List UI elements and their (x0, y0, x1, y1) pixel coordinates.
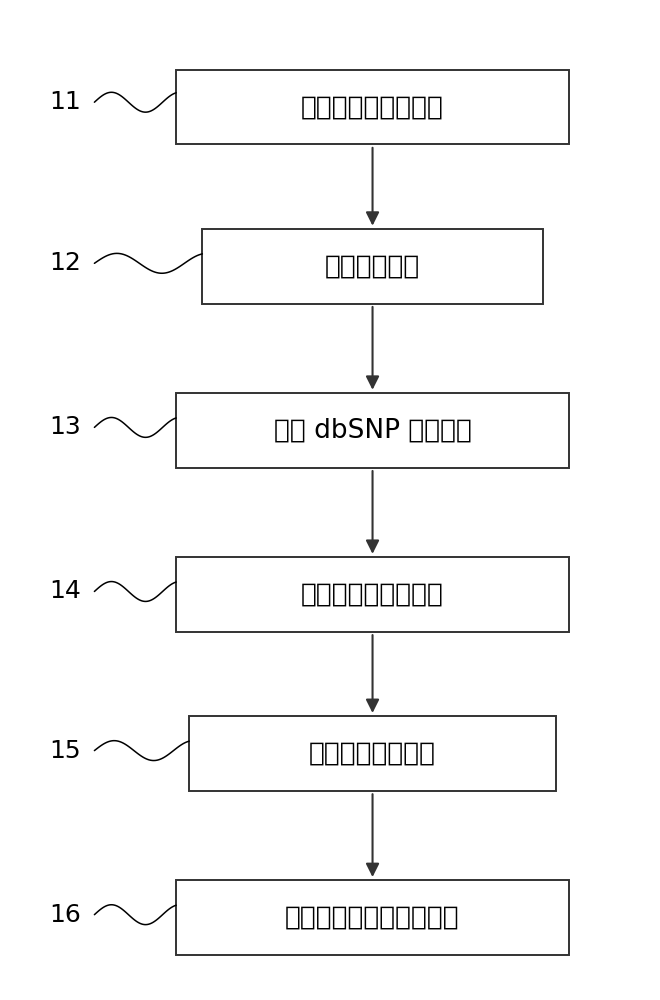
Text: 拷贝数变异检测步骤: 拷贝数变异检测步骤 (301, 581, 444, 607)
FancyBboxPatch shape (176, 557, 569, 632)
FancyBboxPatch shape (176, 880, 569, 955)
Text: 数据获取和比对步骤: 数据获取和比对步骤 (301, 94, 444, 120)
FancyBboxPatch shape (176, 70, 569, 144)
FancyBboxPatch shape (189, 716, 556, 791)
Text: 染色体联合缺失分析步骤: 染色体联合缺失分析步骤 (285, 905, 460, 931)
Text: 高频 dbSNP 获取步骤: 高频 dbSNP 获取步骤 (274, 417, 471, 443)
Text: 15: 15 (49, 739, 81, 763)
Text: 突变频率分析步骤: 突变频率分析步骤 (309, 741, 436, 767)
Text: 变异检测步骤: 变异检测步骤 (325, 253, 420, 279)
FancyBboxPatch shape (176, 393, 569, 468)
Text: 14: 14 (49, 579, 81, 603)
FancyBboxPatch shape (203, 229, 543, 304)
Text: 12: 12 (49, 251, 81, 275)
Text: 13: 13 (49, 415, 81, 439)
Text: 11: 11 (49, 90, 81, 114)
Text: 16: 16 (49, 903, 81, 927)
